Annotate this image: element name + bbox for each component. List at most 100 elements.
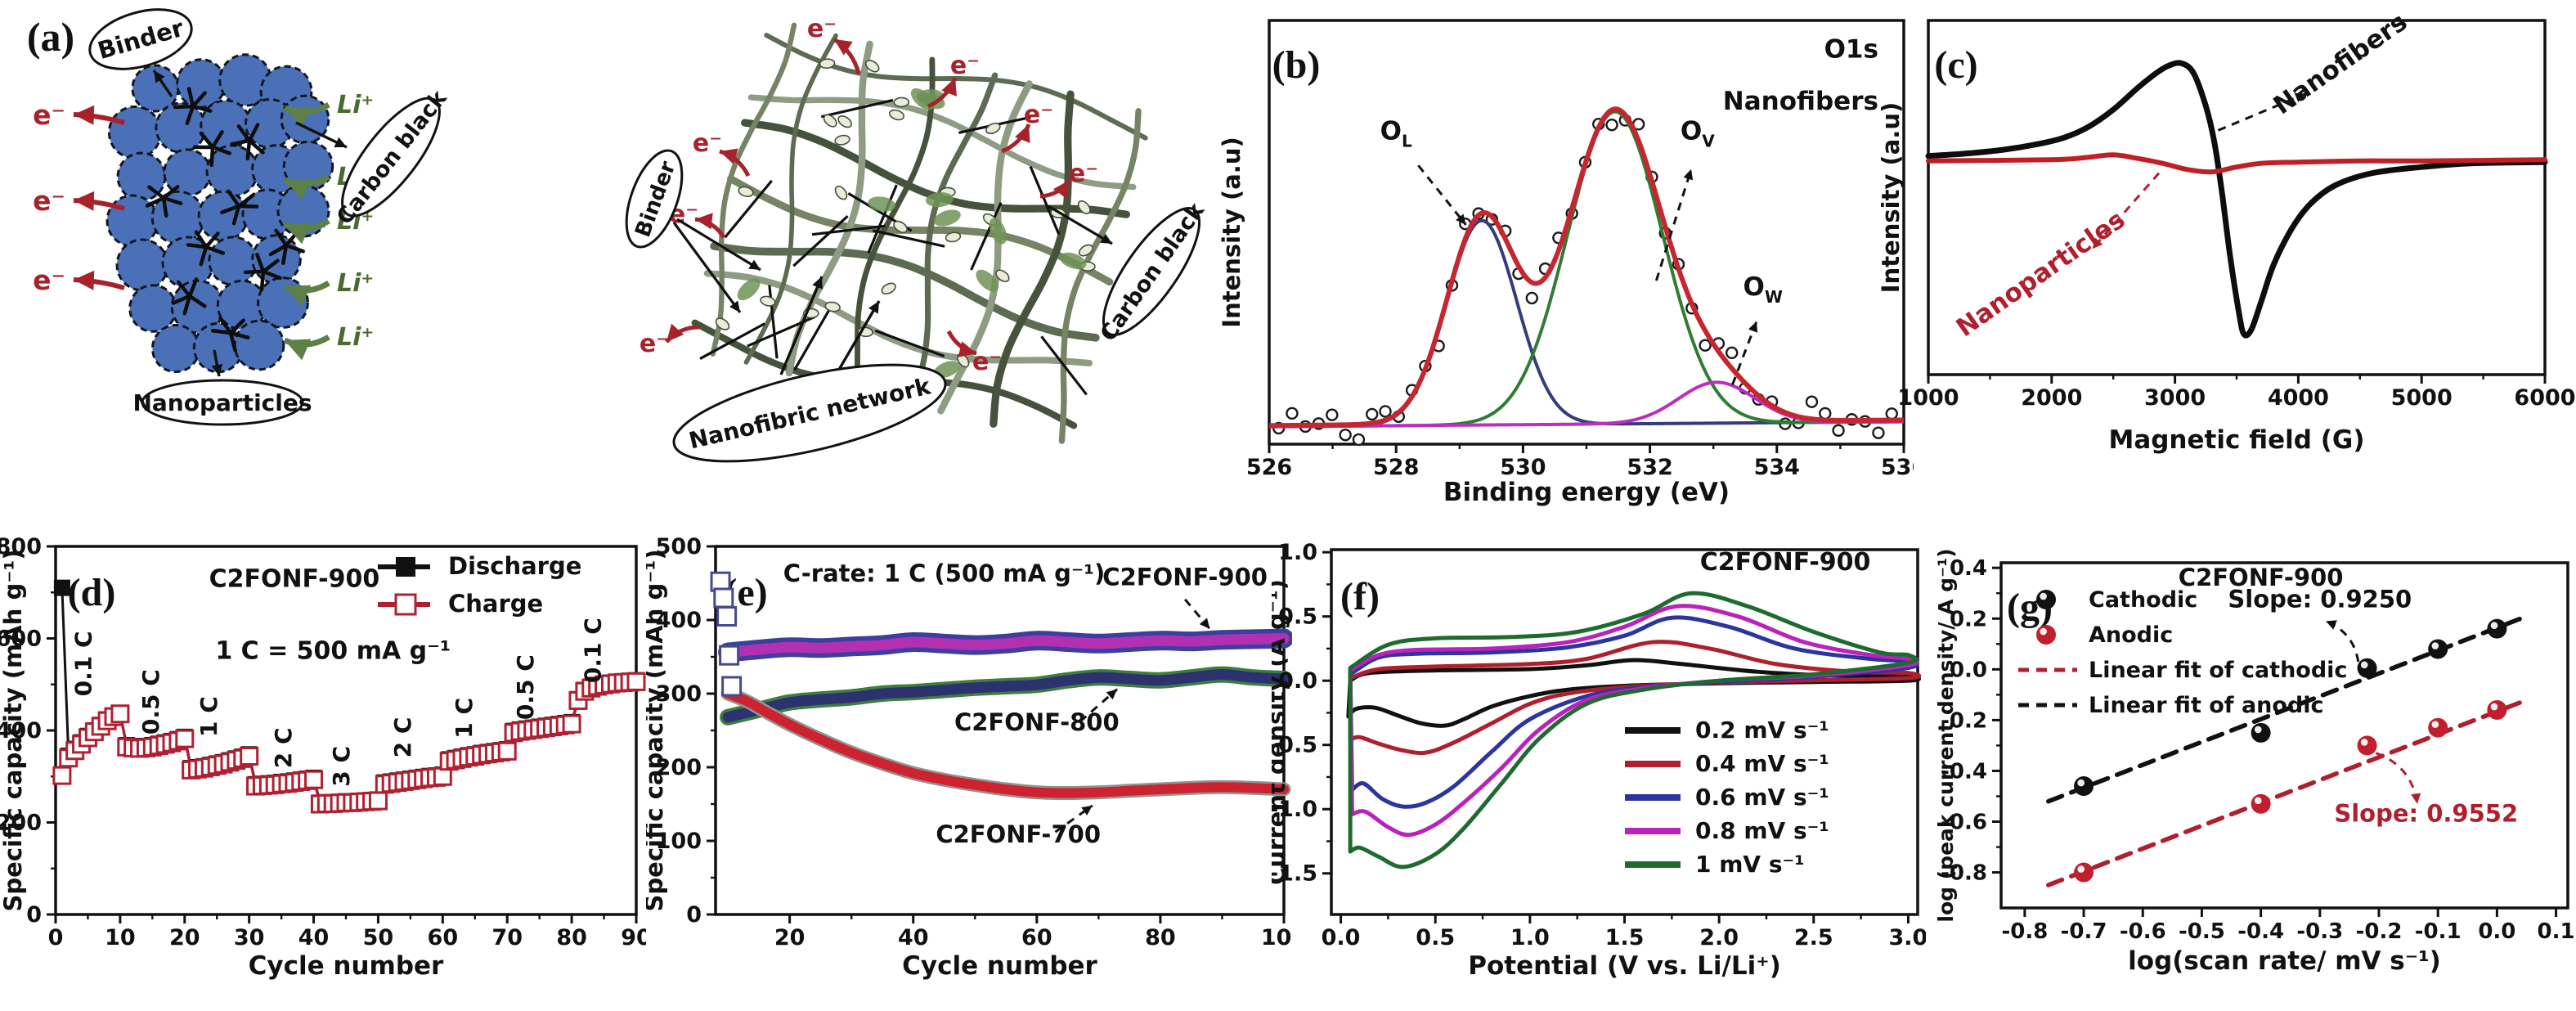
- x-tick-label: 2000: [2021, 385, 2082, 411]
- binder-left-ellipse: [88, 8, 193, 70]
- y-tick-label: 0.2: [1950, 607, 1987, 631]
- nanofibric-network: Nanofibric network: [672, 363, 947, 463]
- nanoparticle-circle: [176, 58, 227, 109]
- panel-letter: (b): [1272, 43, 1321, 87]
- data-marker-sphere: [2251, 793, 2271, 814]
- y-tick-label: 0: [26, 902, 42, 928]
- data-marker-circle-open: [1379, 405, 1392, 418]
- chart-annotation: OL: [1380, 116, 1412, 151]
- binder-left: Binder: [88, 8, 193, 70]
- arrow-head: [285, 106, 312, 128]
- x-tick-label: 40: [298, 925, 330, 950]
- data-marker-square: [396, 557, 415, 577]
- panel-letter: (c): [1934, 43, 1977, 87]
- legend-label: Cathodic: [2089, 587, 2197, 613]
- sphere-highlight: [2360, 661, 2368, 669]
- sphere-highlight: [2431, 642, 2439, 649]
- x-tick-label: -0.8: [2001, 919, 2048, 944]
- arrow-head: [285, 339, 312, 361]
- x-tick-label: 0.1: [2538, 919, 2575, 944]
- y-tick-label: 200: [656, 755, 702, 780]
- data-marker-sphere: [2428, 639, 2448, 659]
- binder-star-arm: [191, 91, 207, 109]
- legend-label: Discharge: [448, 552, 581, 580]
- data-marker-sphere: [2074, 862, 2094, 883]
- x-tick-label: -0.5: [2179, 919, 2225, 944]
- x-tick-label: 0.5: [1416, 925, 1455, 950]
- y-tick-label: 0.5: [1278, 604, 1317, 630]
- binder-star-arm: [220, 204, 241, 214]
- y-tick-label: 1.0: [1278, 540, 1317, 565]
- sphere-highlight: [2040, 592, 2047, 600]
- x-tick-label: -0.3: [2296, 919, 2343, 944]
- data-marker-square: [53, 579, 70, 596]
- legend-label: Anodic: [2089, 622, 2173, 648]
- panel-b-xps-chart: 526 528 530 532 534 536 Binding energy (eV) Int…: [1218, 19, 1914, 507]
- chart-annotation: 1 C: [451, 698, 478, 739]
- binder-star-arm: [173, 104, 195, 110]
- x-tick-label: 60: [1021, 925, 1052, 950]
- chart-annotation: OW: [1744, 272, 1783, 307]
- x-tick-label: 534: [1754, 455, 1800, 480]
- y-tick-label: -0.6: [1941, 811, 1987, 835]
- data-marker-sphere: [2251, 722, 2271, 743]
- carbon-black-right-ellipse: [1102, 207, 1201, 336]
- sphere-highlight: [2490, 703, 2498, 711]
- data-marker-circle-open: [1805, 395, 1819, 408]
- fiber-bead: [893, 97, 910, 108]
- nanoparticle-circle: [155, 101, 207, 154]
- data-marker-square-open: [175, 729, 195, 748]
- binder-star-arm: [187, 277, 199, 299]
- data-marker-circle-open: [1286, 407, 1299, 420]
- data-marker-circle-open: [1326, 408, 1339, 421]
- data-marker-sphere: [2036, 590, 2056, 609]
- sphere-highlight: [2254, 797, 2262, 805]
- x-tick-label: 0.0: [2478, 919, 2515, 944]
- binder-star-arm: [281, 243, 289, 265]
- y-tick-label: -0.8: [1941, 861, 1987, 886]
- x-tick-label: 6000: [2514, 385, 2575, 411]
- nanofiber-strand: [743, 33, 838, 365]
- nanoparticle-circle: [150, 323, 201, 374]
- series-band-inner-C2FONF-800: [722, 669, 1290, 723]
- fiber-bead: [819, 58, 836, 70]
- binder-star-arm: [261, 258, 280, 274]
- x-tick-label: 70: [491, 925, 523, 950]
- data-marker-sphere: [2487, 618, 2507, 639]
- arrow-head: [285, 222, 312, 245]
- binder-star-arm: [210, 329, 233, 335]
- data-marker-circle-open: [1352, 433, 1366, 447]
- data-marker-sphere: [2428, 717, 2448, 738]
- legend-label: 1 mV s⁻¹: [1695, 851, 1805, 878]
- series-0.6 mV s⁻¹: [1348, 615, 1919, 809]
- x-tick-label: 532: [1627, 455, 1672, 480]
- binder-branch: [874, 329, 945, 358]
- arrow-head: [2294, 92, 2306, 102]
- x-tick-label: 40: [898, 925, 929, 950]
- binder-branch: [792, 215, 849, 267]
- binder-star-arm: [284, 243, 306, 254]
- series-0.4 mV s⁻¹: [1348, 640, 1922, 756]
- x-tick-label: -0.2: [2356, 919, 2403, 944]
- y-axis-label: Intensity (a.u): [1881, 102, 1905, 293]
- binder-right: Binder: [625, 149, 684, 249]
- x-tick-label: 100: [1261, 925, 1292, 950]
- chart-annotation: Nanoparticles: [1951, 205, 2130, 344]
- arrow-head: [958, 341, 976, 357]
- data-marker-square-open: [626, 672, 646, 691]
- data-marker-circle-open: [1339, 428, 1352, 442]
- chart-annotation: 0.1 C: [70, 631, 96, 696]
- binder-star-arm: [227, 189, 241, 209]
- nanoparticle-circle: [197, 190, 249, 242]
- electron-label: e⁻: [33, 264, 65, 296]
- x-tick-label: 3.0: [1889, 925, 1926, 950]
- fiber-bead: [834, 185, 848, 200]
- binder-star-arm: [199, 131, 215, 150]
- electron-label: e⁻: [1069, 160, 1098, 188]
- data-marker-circle-open: [1605, 118, 1618, 132]
- nanofiber-network: [691, 22, 1148, 444]
- chart-annotation: 0.1 C: [580, 618, 607, 683]
- legend-label: Linear fit of cathodic: [2089, 658, 2347, 683]
